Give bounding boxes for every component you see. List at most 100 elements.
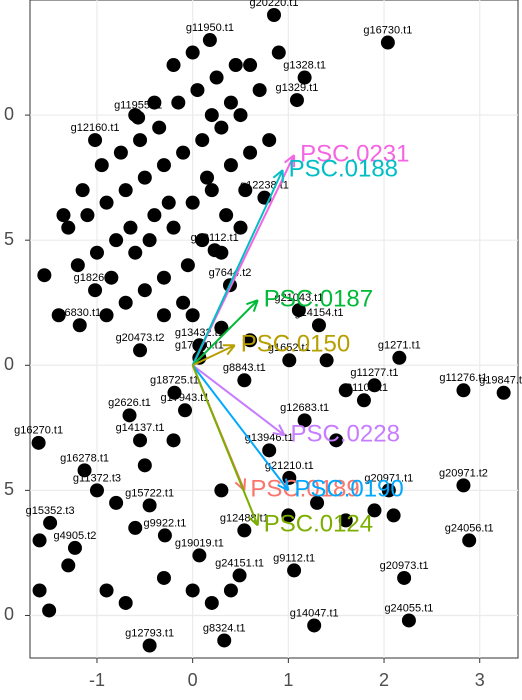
point xyxy=(392,351,406,365)
point xyxy=(88,133,102,147)
arrow-label: PSC.0190 xyxy=(294,476,403,503)
x-tick-label: -1 xyxy=(89,670,105,690)
point xyxy=(114,146,128,160)
point xyxy=(178,403,192,417)
point-label: g14047.t1 xyxy=(290,607,339,619)
point xyxy=(80,208,94,222)
point-label: g18725.t1 xyxy=(150,375,199,387)
point xyxy=(224,158,238,172)
point xyxy=(176,296,190,310)
y-tick-label: 5 xyxy=(4,479,14,499)
point-label: g12160.t1 xyxy=(71,122,120,134)
point-label: g16730.t1 xyxy=(363,24,412,36)
point xyxy=(234,108,248,122)
point xyxy=(237,373,251,387)
point xyxy=(200,171,214,185)
y-tick-label: 0 xyxy=(4,104,14,124)
point-label: g20971.t2 xyxy=(439,467,488,479)
point xyxy=(43,516,57,530)
point xyxy=(32,436,46,450)
point-label: g11372.t3 xyxy=(73,472,121,484)
point-label: g24056.t1 xyxy=(445,522,494,534)
point xyxy=(272,46,286,60)
point xyxy=(243,58,257,72)
y-tick-label: 5 xyxy=(4,229,14,249)
point xyxy=(73,318,87,332)
point xyxy=(233,568,247,582)
point xyxy=(224,583,238,597)
point xyxy=(95,158,109,172)
point xyxy=(387,508,401,522)
point xyxy=(186,196,200,210)
arrow-head xyxy=(244,478,245,490)
point xyxy=(119,296,133,310)
point xyxy=(119,596,133,610)
point xyxy=(186,46,200,60)
point-label: g4905.t2 xyxy=(54,530,97,542)
point xyxy=(128,246,142,260)
arrow-label: PSC.0124 xyxy=(264,511,373,538)
point xyxy=(214,121,228,135)
point-label: g20220.t1 xyxy=(250,0,299,9)
point xyxy=(176,146,190,160)
point xyxy=(186,583,200,597)
point xyxy=(210,71,224,85)
arrow-label: PSC.0228 xyxy=(291,421,400,448)
point xyxy=(157,308,171,322)
point xyxy=(131,111,145,125)
point xyxy=(158,528,172,542)
point xyxy=(203,33,217,47)
point xyxy=(162,196,176,210)
arrow-label: PSC.0150 xyxy=(241,331,350,358)
arrow-head xyxy=(258,513,259,525)
point xyxy=(33,533,47,547)
point-label: g1826.t1 xyxy=(74,272,117,284)
point xyxy=(143,638,157,652)
point xyxy=(61,558,75,572)
point xyxy=(133,433,147,447)
point xyxy=(205,183,219,197)
point xyxy=(181,258,195,272)
point-label: g1271.t1 xyxy=(378,340,421,352)
y-tick-label: 0 xyxy=(4,354,14,374)
y-tick-label: 0 xyxy=(4,604,14,624)
point-label: g16270.t1 xyxy=(14,425,63,437)
point xyxy=(147,208,161,222)
point xyxy=(123,221,137,235)
point xyxy=(171,96,185,110)
point xyxy=(33,583,47,597)
x-tick-label: 3 xyxy=(475,670,485,690)
point xyxy=(307,618,321,632)
point xyxy=(195,133,209,147)
point-label: g19847.t1 xyxy=(479,375,522,387)
point xyxy=(205,596,219,610)
point-label: g13432.t1 xyxy=(175,327,224,339)
point xyxy=(90,246,104,260)
point xyxy=(123,408,137,422)
point xyxy=(208,243,222,257)
point xyxy=(157,271,171,285)
point xyxy=(143,498,157,512)
x-tick-label: 2 xyxy=(379,670,389,690)
point-label: g16278.t1 xyxy=(60,452,109,464)
point xyxy=(357,393,371,407)
arrow-label: PSC.0187 xyxy=(264,286,373,313)
point xyxy=(214,483,228,497)
point xyxy=(37,268,51,282)
point xyxy=(397,571,411,585)
point xyxy=(402,613,416,627)
point xyxy=(224,96,238,110)
point-label: g2626.t1 xyxy=(108,397,151,409)
point xyxy=(167,386,181,400)
point-label: g14137.t1 xyxy=(116,422,165,434)
point xyxy=(190,83,204,97)
point xyxy=(462,533,476,547)
point-label: g19019.t1 xyxy=(175,537,224,549)
point xyxy=(287,563,301,577)
point-label: g19112.t1 xyxy=(191,232,239,244)
point xyxy=(192,548,206,562)
point xyxy=(76,183,90,197)
point xyxy=(167,433,181,447)
point-label: g12793.t1 xyxy=(125,627,174,639)
arrow-label: PSC.0188 xyxy=(289,155,398,182)
